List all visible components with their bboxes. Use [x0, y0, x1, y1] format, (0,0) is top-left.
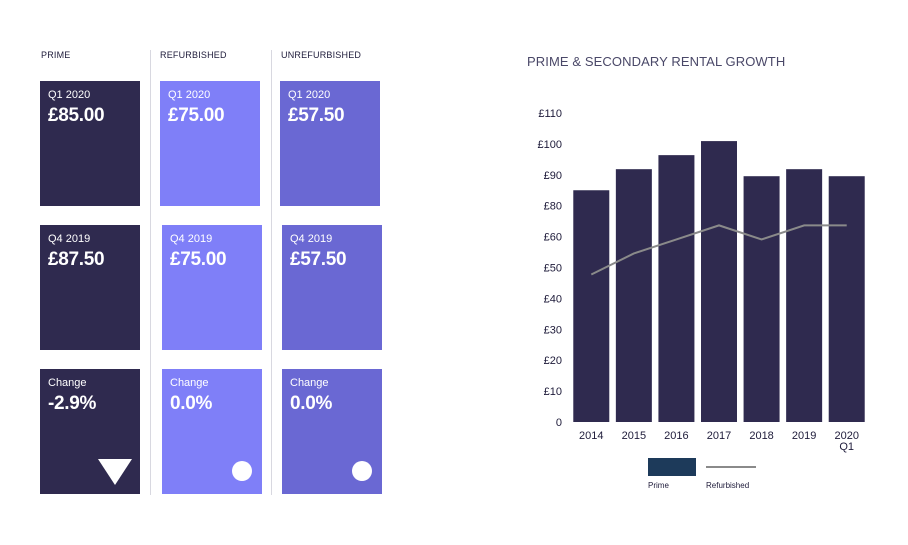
bar-prime — [743, 176, 780, 422]
card-refurbished-change: Change 0.0% — [162, 369, 262, 494]
column-divider — [271, 50, 272, 495]
bar-prime — [615, 169, 652, 422]
column-heading-unrefurbished: UNREFURBISHED — [281, 50, 362, 60]
y-tick-label: £80 — [544, 201, 562, 213]
card-label: Change — [48, 377, 87, 389]
x-tick-label: 2015 — [622, 430, 646, 442]
column-heading-prime: PRIME — [41, 50, 71, 60]
circle-icon — [232, 461, 252, 481]
card-prime-change: Change -2.9% — [40, 369, 140, 494]
bar-prime — [658, 155, 695, 423]
card-unrefurbished-q1-2020: Q1 2020 £57.50 — [280, 81, 380, 206]
card-label: Q4 2019 — [290, 233, 333, 245]
card-label: Q1 2020 — [48, 89, 91, 101]
x-tick-label: 2014 — [579, 430, 603, 442]
chart-title: PRIME & SECONDARY RENTAL GROWTH — [527, 54, 786, 69]
bar-prime — [701, 141, 737, 422]
card-label: Q1 2020 — [168, 89, 211, 101]
y-tick-label: £90 — [544, 170, 562, 182]
y-tick-label: £10 — [544, 386, 562, 398]
card-value: £87.50 — [48, 249, 105, 270]
legend-label-refurbished: Refurbished — [706, 481, 750, 490]
card-value: 0.0% — [290, 393, 333, 414]
card-label: Change — [170, 377, 209, 389]
y-tick-label: £50 — [544, 263, 562, 275]
card-value: -2.9% — [48, 393, 97, 414]
card-value: 0.0% — [170, 393, 213, 414]
card-value: £75.00 — [170, 249, 227, 270]
y-tick-label: £60 — [544, 232, 562, 244]
y-tick-label: £30 — [544, 324, 562, 336]
x-tick-label: 2020 Q1 — [834, 430, 858, 453]
card-unrefurbished-change: Change 0.0% — [282, 369, 382, 494]
card-refurbished-q1-2020: Q1 2020 £75.00 — [160, 81, 260, 206]
card-prime-q1-2020: Q1 2020 £85.00 — [40, 81, 140, 206]
y-tick-label: £20 — [544, 355, 562, 367]
card-prime-q4-2019: Q4 2019 £87.50 — [40, 225, 140, 350]
card-value: £75.00 — [168, 105, 225, 126]
column-divider — [150, 50, 151, 495]
line-refurbished — [590, 224, 847, 276]
card-value: £57.50 — [288, 105, 345, 126]
bar-prime — [786, 169, 823, 422]
y-tick-label: £110 — [538, 108, 562, 120]
legend-swatch-prime — [648, 458, 696, 476]
legend-label-prime: Prime — [648, 481, 669, 490]
x-tick-label: 2019 — [792, 430, 816, 442]
y-tick-label: £100 — [538, 139, 562, 151]
x-tick-label: 2017 — [707, 430, 731, 442]
card-refurbished-q4-2019: Q4 2019 £75.00 — [162, 225, 262, 350]
bar-prime — [573, 190, 610, 422]
card-value: £57.50 — [290, 249, 347, 270]
down-triangle-icon — [98, 459, 132, 485]
card-label: Q1 2020 — [288, 89, 331, 101]
card-value: £85.00 — [48, 105, 105, 126]
circle-icon — [352, 461, 372, 481]
card-label: Q4 2019 — [170, 233, 213, 245]
y-tick-label: 0 — [556, 417, 562, 429]
column-heading-refurbished: REFURBISHED — [160, 50, 227, 60]
y-tick-label: £40 — [544, 293, 562, 305]
x-tick-label: 2018 — [749, 430, 773, 442]
card-label: Change — [290, 377, 329, 389]
x-tick-label: 2016 — [664, 430, 688, 442]
card-label: Q4 2019 — [48, 233, 91, 245]
bar-prime — [828, 176, 865, 422]
card-unrefurbished-q4-2019: Q4 2019 £57.50 — [282, 225, 382, 350]
